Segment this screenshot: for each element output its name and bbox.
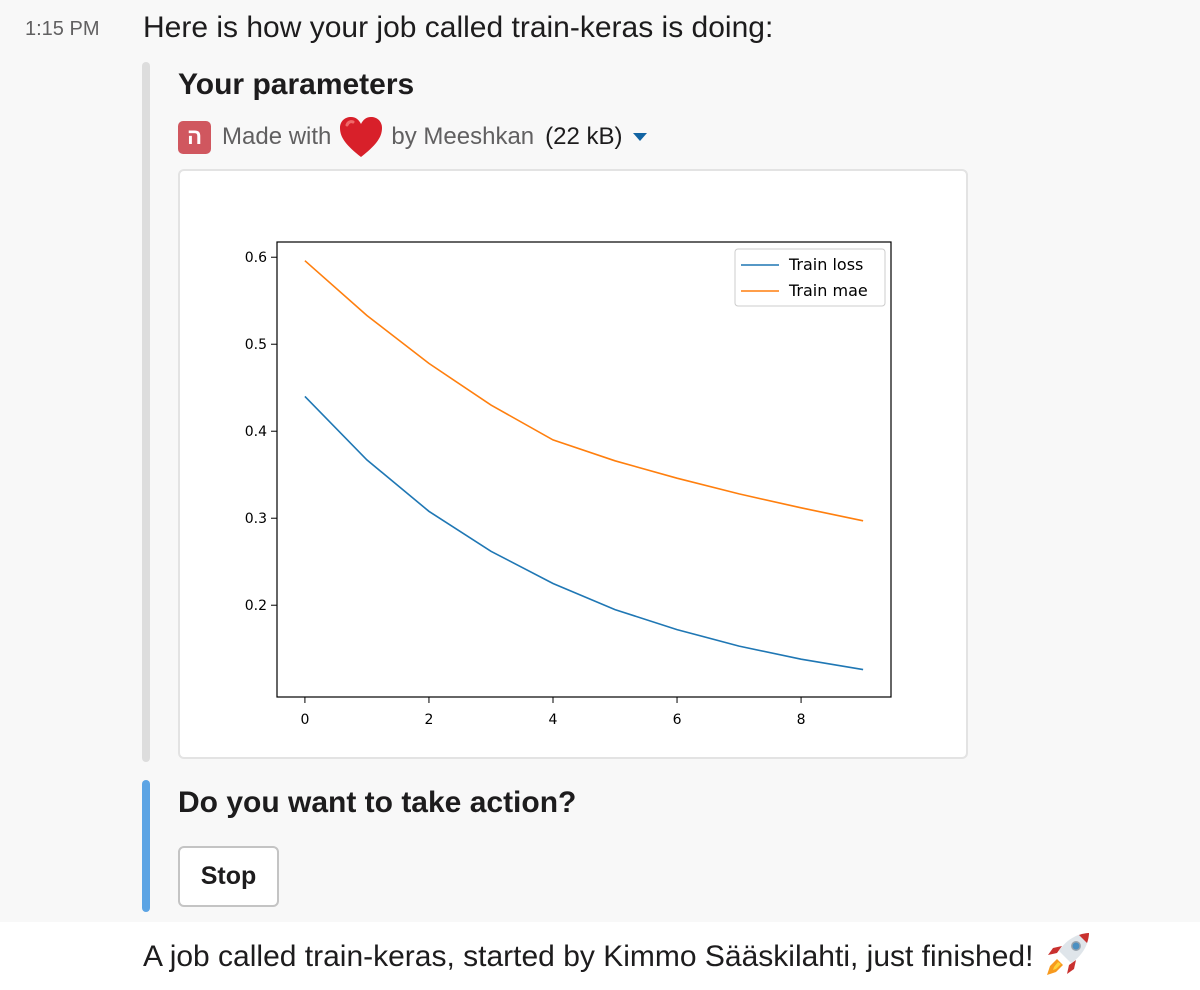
plot-area-frame (276, 241, 892, 698)
message-block: 1:15 PM Here is how your job called trai… (25, 11, 968, 912)
attachment-color-bar (142, 62, 150, 762)
x-tick-label: 6 (673, 712, 682, 728)
stop-button[interactable]: Stop (178, 846, 279, 907)
caret-down-icon[interactable] (632, 132, 647, 142)
x-tick-label: 2 (424, 712, 433, 728)
y-tick-label: 0.4 (245, 424, 267, 440)
meeshkan-logo-icon: ה (178, 120, 211, 154)
y-tick-label: 0.6 (245, 250, 267, 266)
next-message: A job called train-keras, started by Kim… (143, 933, 1093, 979)
y-tick-label: 0.5 (245, 337, 267, 353)
footer-by-author: by Meeshkan (391, 123, 535, 150)
heart-icon (340, 117, 383, 157)
message-text: Here is how your job called train-keras … (143, 11, 774, 44)
footer-made-with: Made with (222, 123, 332, 150)
attachment-title: Your parameters (178, 68, 415, 101)
next-message-text: A job called train-keras, started by Kim… (143, 940, 1034, 973)
chart-image-frame[interactable]: 0 2 4 6 8 0.2 0.3 0.4 0.5 0.6 Train loss Train mae (178, 169, 968, 759)
legend-label: Train mae (788, 281, 868, 300)
x-tick-label: 4 (549, 712, 558, 728)
x-tick-label: 8 (797, 712, 806, 728)
series-line-0 (304, 395, 864, 671)
rocket-icon (1047, 933, 1090, 975)
series-line-1 (304, 260, 864, 522)
action-color-bar (142, 780, 150, 912)
training-chart: 0 2 4 6 8 0.2 0.3 0.4 0.5 0.6 Train loss Train mae (245, 241, 892, 728)
file-size: (22 kB) (545, 123, 623, 150)
logo-glyph: ה (187, 124, 202, 149)
y-tick-label: 0.3 (245, 511, 267, 527)
message-timestamp[interactable]: 1:15 PM (25, 18, 100, 40)
y-tick-label: 0.2 (245, 598, 267, 614)
action-title: Do you want to take action? (178, 786, 577, 819)
legend-label: Train loss (788, 255, 863, 274)
x-tick-label: 0 (300, 712, 309, 728)
attachment-footer: ה Made with by Meeshkan (22 kB) (178, 115, 647, 159)
